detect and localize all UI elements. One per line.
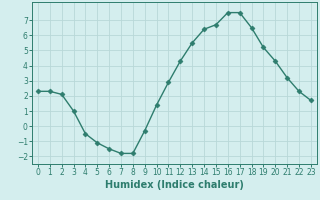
X-axis label: Humidex (Indice chaleur): Humidex (Indice chaleur) (105, 180, 244, 190)
